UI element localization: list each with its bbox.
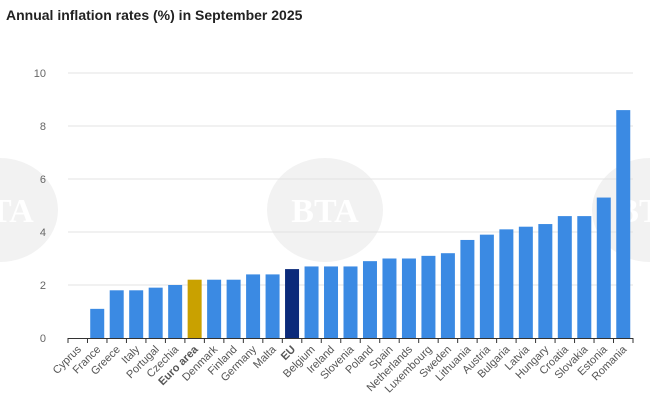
bar-italy	[129, 290, 144, 338]
bar-lithuania	[460, 239, 475, 338]
bar-czechia	[168, 285, 183, 338]
x-category-label: Malta	[251, 343, 279, 371]
bar-bulgaria	[499, 229, 514, 338]
bar-croatia	[557, 216, 572, 338]
bar-belgium	[304, 266, 319, 338]
bar-hungary	[538, 224, 553, 338]
bar-netherlands	[401, 258, 416, 338]
bar-eu	[285, 269, 300, 338]
bar-slovakia	[577, 216, 592, 338]
bar-denmark	[207, 279, 222, 338]
y-tick-label: 8	[40, 121, 46, 133]
bar-france	[90, 308, 105, 338]
bar-greece	[109, 290, 124, 338]
chart-title: Annual inflation rates (%) in September …	[6, 7, 303, 23]
watermark-circle	[0, 158, 58, 262]
bar-estonia	[596, 197, 611, 338]
y-tick-label: 4	[40, 227, 46, 239]
bar-luxembourg	[421, 255, 436, 338]
bar-germany	[246, 274, 261, 338]
bar-slovenia	[343, 266, 358, 338]
y-tick-label: 10	[34, 68, 46, 80]
bar-poland	[362, 261, 377, 338]
bar-finland	[226, 279, 241, 338]
bar-romania	[616, 110, 631, 338]
watermark-logo: BTA	[267, 158, 383, 262]
y-tick-label: 6	[40, 174, 46, 186]
watermark-text: BTA	[291, 193, 359, 230]
bar-latvia	[518, 226, 533, 338]
y-tick-label: 2	[40, 280, 46, 292]
bar-ireland	[324, 266, 339, 338]
bar-malta	[265, 274, 280, 338]
watermark-circle	[267, 158, 383, 262]
bar-euro-area	[187, 279, 202, 338]
watermark-logo: BTA	[0, 158, 58, 262]
y-tick-label: 0	[40, 333, 46, 345]
watermark-text: BTA	[0, 193, 34, 230]
bar-spain	[382, 258, 397, 338]
bar-portugal	[148, 287, 163, 338]
bar-sweden	[440, 253, 455, 338]
bar-austria	[479, 234, 494, 338]
